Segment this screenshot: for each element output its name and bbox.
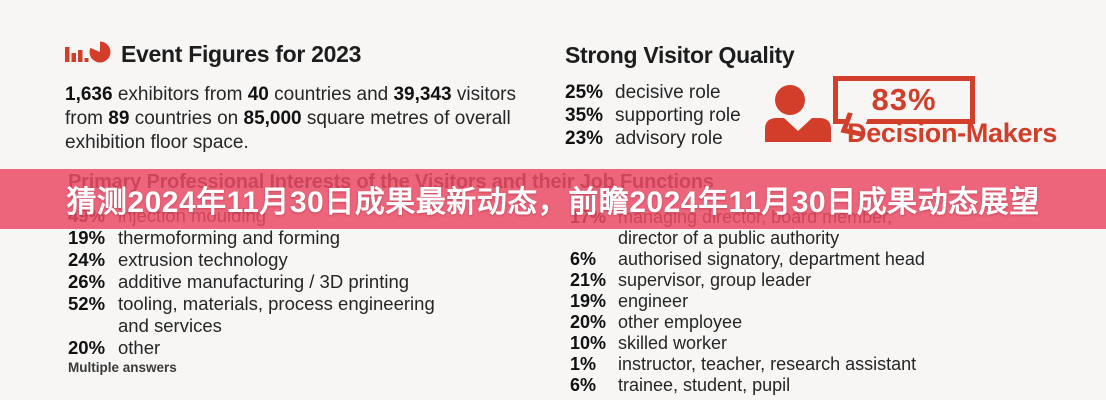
visitor-quality-stat-row: 23% advisory role	[565, 127, 1095, 150]
event-figures-summary: 1,636 exhibitors from 40 countries and 3…	[65, 83, 537, 155]
visitor-quality-section: Strong Visitor Quality 25% decisive role…	[565, 42, 1095, 150]
summary-segment: visitors from	[65, 84, 517, 129]
overlay-banner-text: 猜测2024年11月30日成果最新动态，前瞻2024年11月30日成果动态展望	[66, 186, 1040, 219]
overlay-banner: 猜测2024年11月30日成果最新动态，前瞻2024年11月30日成果动态展望	[0, 169, 1106, 229]
interest-row: 26% additive manufacturing / 3D printing	[68, 271, 538, 293]
job-function-percent: 19%	[570, 291, 607, 311]
job-function-percent: 10%	[570, 333, 607, 353]
bar-chart-pie-logo-icon	[65, 40, 111, 69]
stat-label: supporting role	[615, 105, 741, 126]
job-function-label: engineer	[618, 291, 689, 311]
job-function-row: 1% instructor, teacher, research assista…	[570, 354, 1090, 375]
event-figures-title: Event Figures for 2023	[121, 41, 362, 67]
stat-percent: 25%	[565, 82, 604, 103]
interest-percent: 24%	[68, 249, 106, 270]
event-figures-section: Event Figures for 2023 1,636 exhibitors …	[65, 40, 545, 155]
job-function-label: authorised signatory, department head	[618, 249, 925, 269]
visitor-quality-title: Strong Visitor Quality	[565, 42, 795, 68]
interest-label: other	[118, 337, 161, 358]
multiple-answers-note: Multiple answers	[68, 360, 177, 375]
stat-label: advisory role	[615, 128, 723, 149]
summary-segment: 1,636	[65, 84, 113, 105]
speech-bubble: 83%	[833, 76, 975, 124]
interest-label: extrusion technology	[118, 249, 288, 270]
interest-row: 24% extrusion technology	[68, 249, 538, 271]
interest-label: tooling, materials, process engineering …	[118, 293, 435, 336]
stat-label: decisive role	[615, 82, 721, 103]
job-function-percent: 1%	[570, 354, 597, 374]
job-function-row: 19% engineer	[570, 291, 1090, 312]
job-function-percent: 6%	[570, 249, 597, 269]
job-function-label: other employee	[618, 312, 743, 332]
interest-row: 20% other	[68, 337, 538, 359]
job-function-percent: 6%	[570, 375, 597, 395]
decision-makers-label: Decision-Makers	[847, 118, 1058, 148]
interest-percent: 20%	[68, 337, 106, 358]
visitor-quality-stat-row: 35% supporting role	[565, 104, 1095, 127]
interest-row: 19% thermoforming and forming	[68, 227, 538, 249]
summary-segment: countries and	[268, 84, 394, 105]
summary-segment: 89	[108, 108, 130, 129]
summary-segment: square metres of overall exhibition floo…	[65, 108, 511, 153]
summary-segment: 39,343	[393, 84, 452, 105]
interest-label: thermoforming and forming	[118, 227, 341, 248]
job-function-row: 6% authorised signatory, department head	[570, 249, 1090, 270]
interest-percent: 26%	[68, 271, 106, 292]
job-function-label: instructor, teacher, research assistant	[618, 354, 917, 374]
decision-makers-graphic: 83% Decision-Makers	[763, 74, 1083, 148]
summary-segment: countries on	[129, 108, 244, 129]
job-function-row: 20% other employee	[570, 312, 1090, 333]
interest-row: 52% tooling, materials, process engineer…	[68, 293, 538, 337]
interest-percent: 52%	[68, 293, 106, 314]
job-function-label: trainee, student, pupil	[618, 375, 791, 395]
interest-percent: 19%	[68, 227, 106, 248]
visitor-quality-stats: 25% decisive role 35% supporting role 23…	[565, 81, 1095, 150]
decision-makers-percent: 83%	[871, 82, 937, 117]
job-function-percent: 21%	[570, 270, 607, 290]
job-function-label: supervisor, group leader	[618, 270, 812, 290]
stat-percent: 23%	[565, 128, 604, 149]
job-function-row: 10% skilled worker	[570, 333, 1090, 354]
job-function-percent: 20%	[570, 312, 607, 332]
visitor-quality-stat-row: 25% decisive role	[565, 81, 1095, 104]
job-function-row: 21% supervisor, group leader	[570, 270, 1090, 291]
event-figures-title-row: Event Figures for 2023	[65, 40, 545, 69]
stat-percent: 35%	[565, 105, 604, 126]
summary-segment: exhibitors from	[112, 84, 248, 105]
interest-label: additive manufacturing / 3D printing	[118, 271, 410, 292]
summary-segment: 40	[247, 84, 269, 105]
job-functions-list: 17% managing director, board member, dir…	[570, 207, 1090, 396]
job-function-row: 6% trainee, student, pupil	[570, 375, 1090, 396]
job-function-label: skilled worker	[618, 333, 728, 353]
summary-segment: 85,000	[243, 108, 302, 129]
person-icon	[765, 84, 831, 147]
